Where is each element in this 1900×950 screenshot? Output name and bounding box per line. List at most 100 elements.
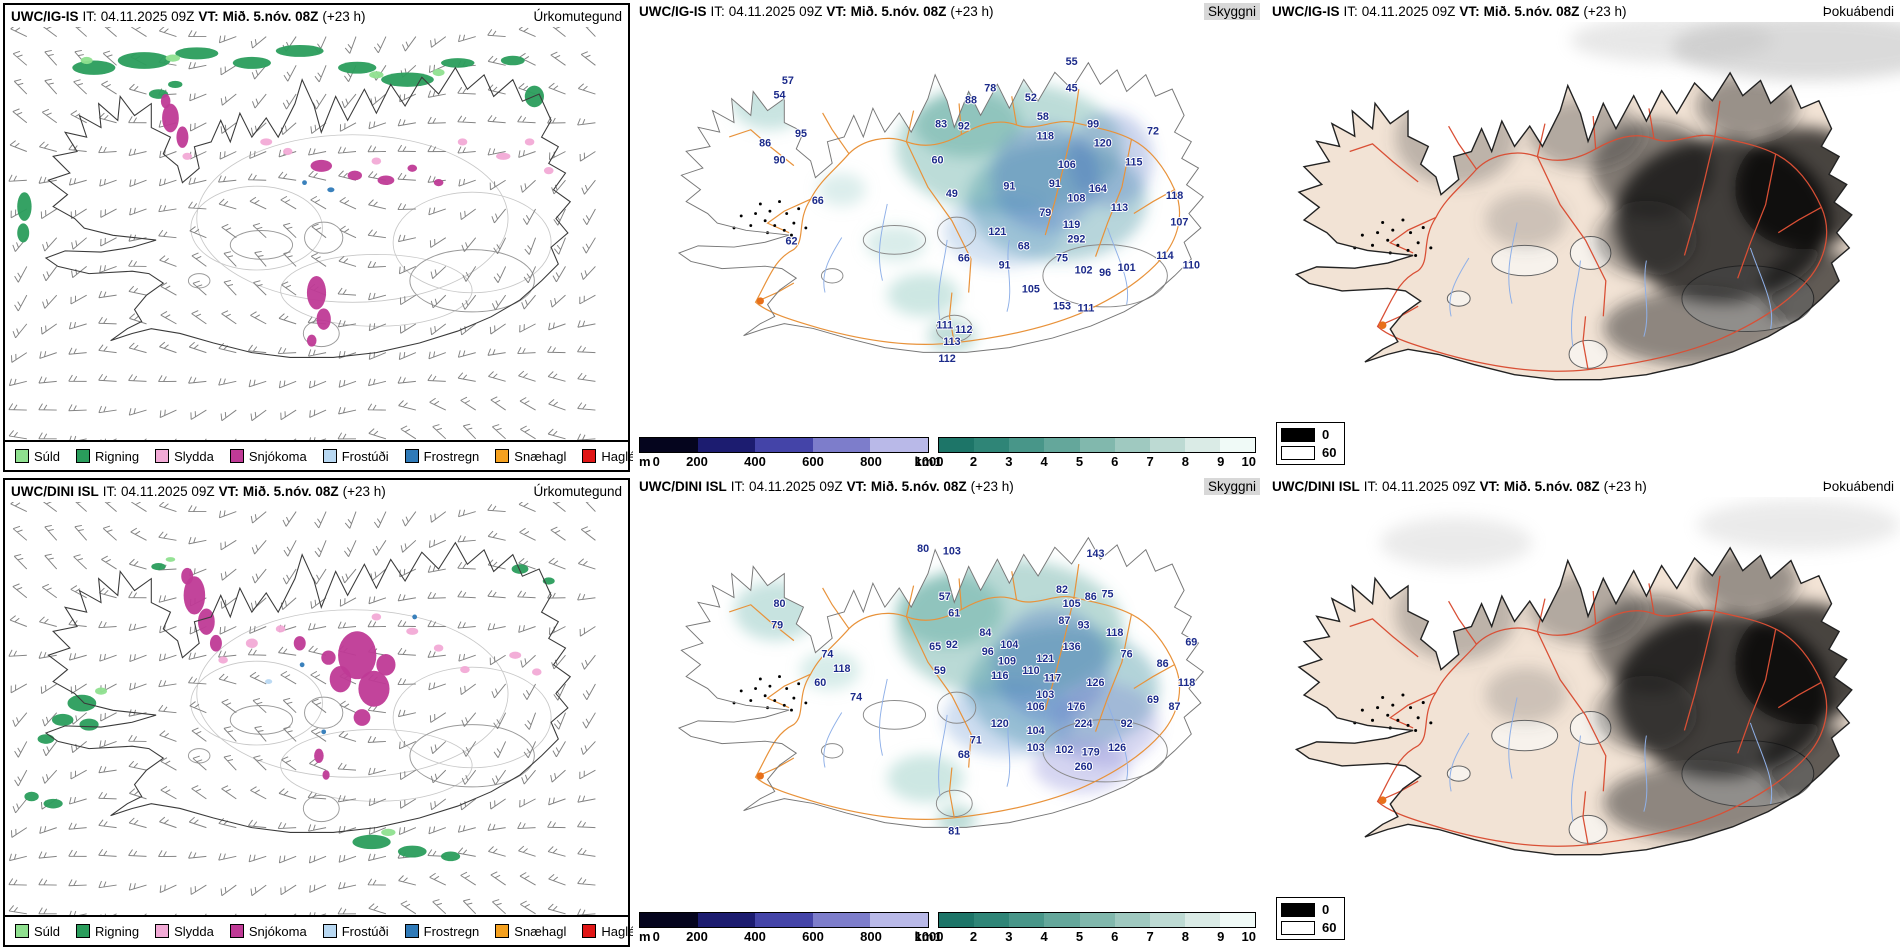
colorbar-tick: 4 <box>1040 454 1048 469</box>
map-fog-indicator <box>1294 22 1900 381</box>
visibility-value: 107 <box>1170 217 1188 229</box>
precip-legend-item: Haglél <box>582 924 638 939</box>
visibility-value: 83 <box>935 118 947 130</box>
visibility-value: 57 <box>782 75 794 87</box>
visibility-value: 79 <box>771 620 783 632</box>
visibility-value: 111 <box>936 319 953 331</box>
panel-precip-type-igis: UWC/IG-IS IT: 04.11.2025 09Z VT: Mið. 5.nóv.… <box>3 3 638 472</box>
init-time-label: IT: <box>1363 479 1379 494</box>
visibility-value: 176 <box>1067 701 1085 713</box>
fog-legend: 0 60 <box>1276 897 1346 940</box>
visibility-value: 118 <box>833 663 850 675</box>
visibility-value: 79 <box>1039 207 1051 219</box>
precip-legend-item: Slydda <box>155 449 214 464</box>
precip-legend-item: Snæhagl <box>495 449 566 464</box>
colorbar-tick: 10 <box>1241 454 1256 469</box>
visibility-value: 118 <box>1106 627 1123 639</box>
visibility-value: 109 <box>998 656 1016 668</box>
colorbar-tick: 6 <box>1111 454 1119 469</box>
precip-legend-item: Frostregn <box>404 448 480 464</box>
fog-swatch-black <box>1281 427 1315 442</box>
visibility-value: 121 <box>1036 653 1054 665</box>
visibility-value: 113 <box>943 336 960 348</box>
fog-swatch-black <box>1281 902 1315 917</box>
precip-legend-item: Rigning <box>76 449 139 464</box>
map-fog-indicator <box>1294 499 1900 856</box>
colorbar-tick: 9 <box>1217 929 1225 944</box>
model-run-info: UWC/IG-IS IT: 04.11.2025 09Z VT: Mið. 5.nóv.… <box>639 3 998 20</box>
precip-swatch <box>495 449 510 463</box>
visibility-value: 115 <box>1125 157 1142 169</box>
colorbar-bar <box>639 437 1256 453</box>
precip-legend-label: Frostúði <box>341 448 389 464</box>
fog-legend-low-value: 0 <box>1322 902 1330 917</box>
visibility-value: 111 <box>1078 303 1095 315</box>
init-time-value: 04.11.2025 09Z <box>1361 4 1456 19</box>
valid-time-value: Mið. 5.nóv. 08Z <box>850 4 947 19</box>
colorbar-tick: m <box>639 454 651 469</box>
forecast-offset: (+23 h) <box>1603 479 1647 494</box>
visibility-value: 60 <box>932 154 944 166</box>
colorbar-tick: 800 <box>860 454 882 469</box>
visibility-value: 179 <box>1082 747 1100 759</box>
visibility-value: 93 <box>1078 620 1090 632</box>
visibility-value: 110 <box>1183 260 1200 272</box>
init-time-value: 04.11.2025 09Z <box>749 479 843 494</box>
visibility-value: 80 <box>774 598 786 610</box>
visibility-value: 114 <box>1156 250 1173 262</box>
precip-legend-item: Súld <box>15 449 60 464</box>
fog-swatch-white <box>1281 445 1315 460</box>
visibility-value: 55 <box>1066 56 1078 68</box>
visibility-value: 58 <box>1037 111 1049 123</box>
panel-header: UWC/IG-IS IT: 04.11.2025 09Z VT: Mið. 5.nóv.… <box>1266 0 1900 22</box>
valid-time-label: VT: <box>846 479 867 494</box>
forecast-offset: (+23 h) <box>342 484 386 499</box>
init-time-label: IT: <box>82 9 97 24</box>
visibility-value: 126 <box>1087 677 1105 689</box>
model-name: UWC/DINI ISL <box>1272 479 1360 494</box>
visibility-value: 86 <box>1157 658 1169 670</box>
visibility-value: 104 <box>1027 725 1045 737</box>
visibility-value: 112 <box>955 324 972 336</box>
visibility-value: 116 <box>991 670 1008 682</box>
product-label: Úrkomutegund <box>533 9 622 24</box>
visibility-value: 92 <box>1121 718 1133 730</box>
visibility-value: 65 <box>929 641 941 653</box>
forecast-offset: (+23 h) <box>970 479 1014 494</box>
visibility-value: 74 <box>850 692 862 704</box>
visibility-value: 91 <box>1003 181 1015 193</box>
precip-legend-item: Frostúði <box>322 923 389 939</box>
model-run-info: UWC/IG-IS IT: 04.11.2025 09Z VT: Mið. 5.nóv.… <box>1272 3 1631 20</box>
model-name: UWC/IG-IS <box>639 4 707 19</box>
forecast-offset: (+23 h) <box>950 4 994 19</box>
precip-legend-label: Frostregn <box>423 923 480 939</box>
visibility-value: 102 <box>1055 744 1073 756</box>
visibility-value: 59 <box>934 665 946 677</box>
visibility-value: 118 <box>1037 130 1054 142</box>
colorbar-tick: km <box>914 929 934 944</box>
visibility-value: 92 <box>958 121 970 133</box>
fog-swatch-white <box>1281 920 1315 935</box>
precip-legend-label: Frostúði <box>341 923 389 939</box>
valid-time-value: Mið. 5.nóv. 08Z <box>870 479 967 494</box>
visibility-value: 136 <box>1063 641 1081 653</box>
precip-legend-label: Snjókoma <box>248 448 307 464</box>
visibility-value: 72 <box>1147 126 1159 138</box>
visibility-value: 105 <box>1063 598 1081 610</box>
visibility-value: 45 <box>1066 82 1078 94</box>
precip-swatch <box>229 449 244 463</box>
colorbar-tick: m <box>639 929 651 944</box>
visibility-value: 113 <box>1111 202 1128 214</box>
visibility-value: 87 <box>1058 615 1070 627</box>
visibility-value: 69 <box>1147 694 1159 706</box>
precip-legend-item: Snjókoma <box>229 924 307 939</box>
precip-legend-item: Frostúði <box>322 448 389 464</box>
visibility-value: 105 <box>1022 284 1040 296</box>
precip-legend-item: Haglél <box>582 449 638 464</box>
precip-legend-item: Snjókoma <box>229 448 307 464</box>
precip-swatch <box>404 449 419 463</box>
colorbar-tick: 10 <box>1241 929 1256 944</box>
precip-legend-label: Frostregn <box>423 448 480 464</box>
